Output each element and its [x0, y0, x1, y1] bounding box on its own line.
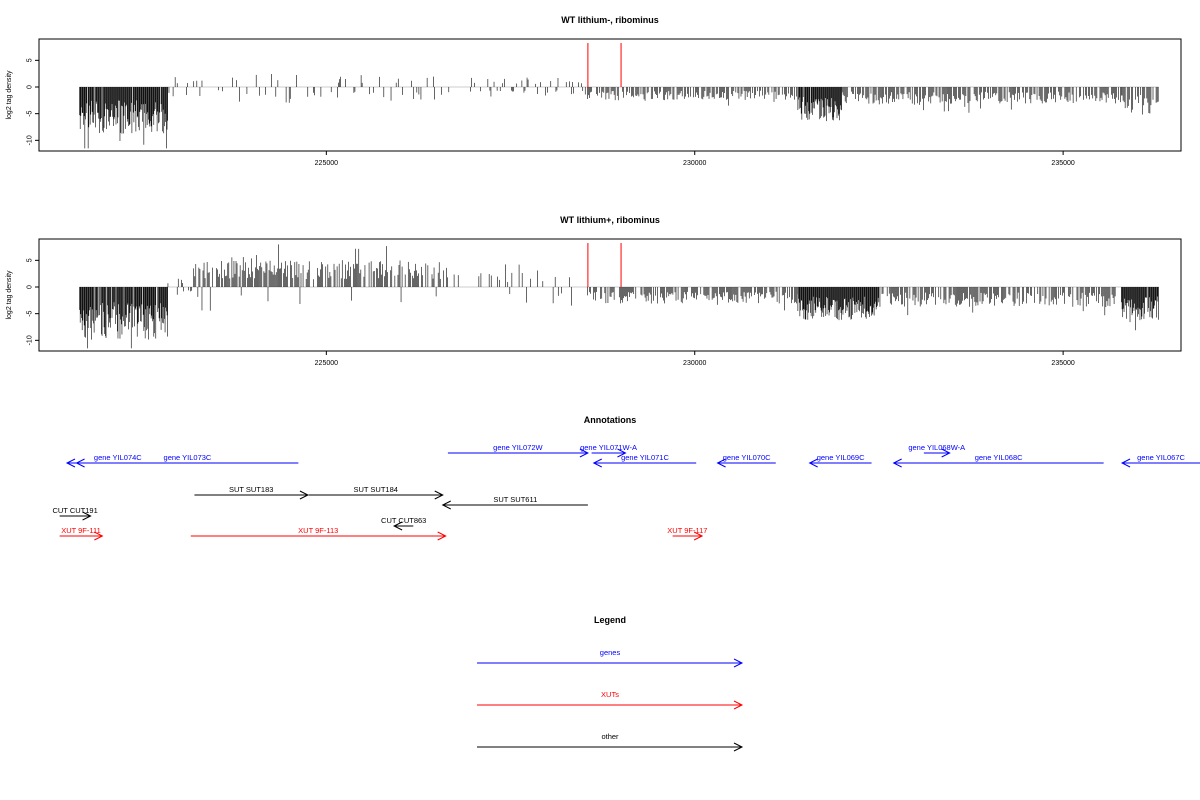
annotation-label: SUT SUT611: [493, 495, 537, 504]
panel-title: WT lithium+, ribominus: [560, 215, 660, 225]
x-tick-label: 225000: [315, 160, 338, 167]
x-tick-label: 230000: [683, 360, 706, 367]
annotation-arrowhead: [441, 500, 451, 510]
annotation-arrowhead: [75, 458, 85, 468]
annotation-other: SUT SUT184: [308, 485, 444, 500]
annotations-title: Annotations: [584, 415, 637, 425]
y-tick-label: -10: [27, 135, 34, 145]
annotation-label: gene YIL067C: [1137, 453, 1185, 462]
annotation-label: gene YIL073C: [164, 453, 212, 462]
annotation-gene: gene YIL073C: [75, 453, 299, 468]
legend-item: other: [477, 732, 744, 752]
annotation-arrowhead: [579, 448, 590, 458]
density-bars: [79, 73, 1159, 149]
annotation-gene: gene YIL067C: [1120, 453, 1200, 468]
annotation-arrowhead: [393, 521, 403, 531]
plot-frame: [38, 38, 1182, 152]
annotation-label: gene YIL068W-A: [908, 443, 965, 452]
annotation-label: gene YIL069C: [817, 453, 865, 462]
x-tick-label: 235000: [1051, 360, 1074, 367]
annotation-gene: gene YIL068W-A: [908, 443, 965, 458]
legend-label: XUTs: [601, 690, 619, 699]
annotation-arrowhead: [617, 448, 627, 458]
annotation-gene: gene YIL071W-A: [580, 443, 637, 458]
annotation-other: CUT CUT863: [381, 516, 426, 531]
track-panel-lithium-minus: WT lithium-, ribominus 225000 230000 23500…: [6, 15, 1182, 167]
density-bars: [79, 244, 1159, 349]
annotation-arrowhead: [299, 490, 310, 500]
annotation-other: CUT CUT191: [52, 506, 98, 521]
x-tick-label: 230000: [683, 160, 706, 167]
annotation-arrowhead: [437, 531, 447, 541]
annotation-label: SUT SUT184: [353, 485, 397, 494]
annotation-arrowhead: [94, 531, 104, 541]
y-tick-label: -5: [27, 310, 34, 316]
plot-frame: [38, 238, 1182, 352]
annotation-label: gene YIL068C: [975, 453, 1023, 462]
y-tick-label: -5: [27, 110, 34, 116]
annotation-arrowhead: [65, 458, 76, 468]
legend-arrowhead: [733, 700, 744, 710]
annotation-other: SUT SUT183: [194, 485, 310, 500]
legend-arrowhead: [733, 742, 744, 752]
annotation-xut: XUT 9F-113: [190, 526, 447, 541]
legend-label: genes: [600, 648, 621, 657]
annotation-label: XUT 9F-113: [298, 526, 338, 535]
annotation-label: CUT CUT863: [381, 516, 426, 525]
annotation-xut: XUT 9F-117: [667, 526, 707, 541]
annotation-label: SUT SUT183: [229, 485, 273, 494]
legend: Legend genes XUTs other: [477, 615, 744, 752]
annotation-label: gene YIL070C: [723, 453, 771, 462]
panel-title: WT lithium-, ribominus: [561, 15, 659, 25]
annotation-arrowhead: [892, 458, 902, 468]
legend-arrowhead: [733, 658, 744, 668]
legend-title: Legend: [594, 615, 626, 625]
annotation-arrowhead: [82, 511, 92, 521]
annotation-label: XUT 9F-111: [61, 526, 101, 535]
annotation-other: SUT SUT611: [441, 495, 588, 510]
x-tick-label: 225000: [315, 360, 338, 367]
y-tick-label: 0: [27, 85, 34, 89]
annotation-arrowhead: [592, 458, 603, 468]
annotation-arrowhead: [716, 458, 726, 468]
y-axis-label: log2 tag density: [6, 270, 13, 320]
annotation-label: gene YIL072W: [493, 443, 543, 452]
annotation-label: gene YIL071W-A: [580, 443, 637, 452]
annotation-arrowhead: [1120, 458, 1131, 468]
annotations-track: Annotations gene YIL074C gene YIL073C gene…: [52, 415, 1200, 541]
annotation-label: XUT 9F-117: [667, 526, 707, 535]
annotation-label: gene YIL071C: [621, 453, 669, 462]
annotation-gene: gene YIL068C: [892, 453, 1104, 468]
annotation-label: CUT CUT191: [52, 506, 97, 515]
annotation-gene: gene YIL070C: [716, 453, 776, 468]
annotation-arrowhead: [434, 490, 444, 500]
legend-label: other: [601, 732, 619, 741]
legend-item: XUTs: [477, 690, 744, 710]
annotation-xut: XUT 9F-111: [59, 526, 104, 541]
annotation-label: gene YIL074C: [94, 453, 142, 462]
track-panel-lithium-plus: WT lithium+, ribominus 225000 230000 23500…: [6, 215, 1182, 367]
annotation-gene: gene YIL072W: [447, 443, 590, 458]
y-tick-label: 0: [27, 285, 34, 289]
annotation-arrowhead: [808, 458, 818, 468]
annotation-gene: gene YIL069C: [808, 453, 872, 468]
annotation-arrowhead: [941, 448, 951, 458]
annotation-gene: gene YIL071C: [592, 453, 697, 468]
y-tick-label: 5: [27, 258, 34, 262]
x-tick-label: 235000: [1051, 160, 1074, 167]
annotation-arrowhead: [693, 531, 704, 541]
legend-item: genes: [477, 648, 744, 668]
y-tick-label: 5: [27, 58, 34, 62]
y-axis-label: log2 tag density: [6, 70, 13, 120]
y-tick-label: -10: [27, 335, 34, 345]
